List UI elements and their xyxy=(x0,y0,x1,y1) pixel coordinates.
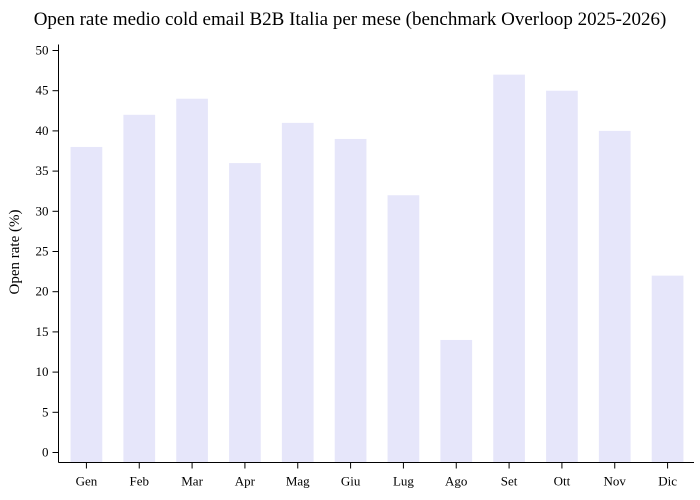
bar-set xyxy=(493,74,525,463)
y-tick-label-45: 45 xyxy=(36,83,49,98)
x-tick-label-nov: Nov xyxy=(604,474,627,489)
x-axis: Gen Feb Mar Apr Mag Giu Lug Ago Set Ott Nov Dic xyxy=(58,462,694,489)
bar-ago xyxy=(440,339,473,463)
y-tick-label-35: 35 xyxy=(36,163,49,178)
x-tick-label-lug: Lug xyxy=(393,474,414,489)
y-tick-label-25: 25 xyxy=(36,244,49,259)
chart-title: Open rate medio cold email B2B Italia pe… xyxy=(33,9,667,30)
y-tick-label-20: 20 xyxy=(36,284,49,299)
bar-apr xyxy=(229,163,261,463)
x-tick-label-gen: Gen xyxy=(76,474,98,489)
y-tick-label-0: 0 xyxy=(42,445,49,460)
y-axis: 0 5 10 15 20 25 30 35 40 45 50 xyxy=(36,43,59,463)
x-tick-label-ago: Ago xyxy=(445,474,467,489)
x-tick-label-set: Set xyxy=(501,474,518,489)
x-tick-label-feb: Feb xyxy=(130,474,150,489)
bar-lug xyxy=(387,195,420,463)
x-tick-label-dic: Dic xyxy=(658,474,677,489)
y-tick-label-40: 40 xyxy=(36,123,49,138)
y-tick-label-10: 10 xyxy=(36,364,49,379)
bars-layer xyxy=(70,74,684,463)
bar-ott xyxy=(546,90,578,463)
y-tick-label-50: 50 xyxy=(36,43,49,58)
bar-nov xyxy=(598,130,631,463)
bar-mag xyxy=(281,122,314,463)
y-tick-label-30: 30 xyxy=(36,203,49,218)
bar-dic xyxy=(651,275,684,463)
x-tick-label-apr: Apr xyxy=(235,474,256,489)
x-tick-label-mar: Mar xyxy=(181,474,203,489)
y-tick-label-5: 5 xyxy=(42,404,49,419)
y-axis-title: Open rate (%) xyxy=(7,210,23,295)
y-tick-label-15: 15 xyxy=(36,324,49,339)
bar-gen xyxy=(70,146,103,463)
x-tick-label-mag: Mag xyxy=(286,474,310,489)
x-tick-label-ott: Ott xyxy=(554,474,571,489)
bar-feb xyxy=(123,114,156,463)
bar-giu xyxy=(334,138,367,463)
bar-mar xyxy=(176,98,208,463)
x-tick-label-giu: Giu xyxy=(341,474,361,489)
